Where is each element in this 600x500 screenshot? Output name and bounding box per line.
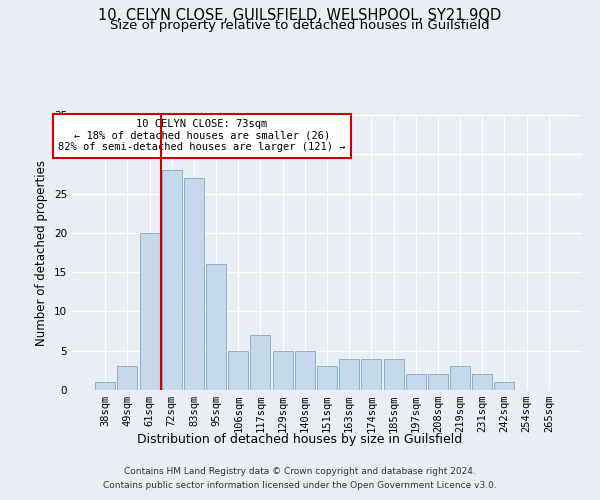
Bar <box>361 358 382 390</box>
Text: Contains HM Land Registry data © Crown copyright and database right 2024.: Contains HM Land Registry data © Crown c… <box>124 468 476 476</box>
Bar <box>95 382 115 390</box>
Text: 10 CELYN CLOSE: 73sqm
← 18% of detached houses are smaller (26)
82% of semi-deta: 10 CELYN CLOSE: 73sqm ← 18% of detached … <box>58 119 346 152</box>
Bar <box>406 374 426 390</box>
Bar <box>317 366 337 390</box>
Bar <box>272 350 293 390</box>
Bar <box>450 366 470 390</box>
Bar <box>494 382 514 390</box>
Text: Distribution of detached houses by size in Guilsfield: Distribution of detached houses by size … <box>137 432 463 446</box>
Bar <box>140 233 160 390</box>
Bar <box>206 264 226 390</box>
Bar <box>339 358 359 390</box>
Bar <box>118 366 137 390</box>
Text: 10, CELYN CLOSE, GUILSFIELD, WELSHPOOL, SY21 9QD: 10, CELYN CLOSE, GUILSFIELD, WELSHPOOL, … <box>98 8 502 22</box>
Bar <box>228 350 248 390</box>
Bar <box>162 170 182 390</box>
Text: Size of property relative to detached houses in Guilsfield: Size of property relative to detached ho… <box>110 19 490 32</box>
Bar <box>472 374 492 390</box>
Bar <box>250 335 271 390</box>
Y-axis label: Number of detached properties: Number of detached properties <box>35 160 49 346</box>
Text: Contains public sector information licensed under the Open Government Licence v3: Contains public sector information licen… <box>103 481 497 490</box>
Bar <box>295 350 315 390</box>
Bar <box>428 374 448 390</box>
Bar <box>184 178 204 390</box>
Bar <box>383 358 404 390</box>
